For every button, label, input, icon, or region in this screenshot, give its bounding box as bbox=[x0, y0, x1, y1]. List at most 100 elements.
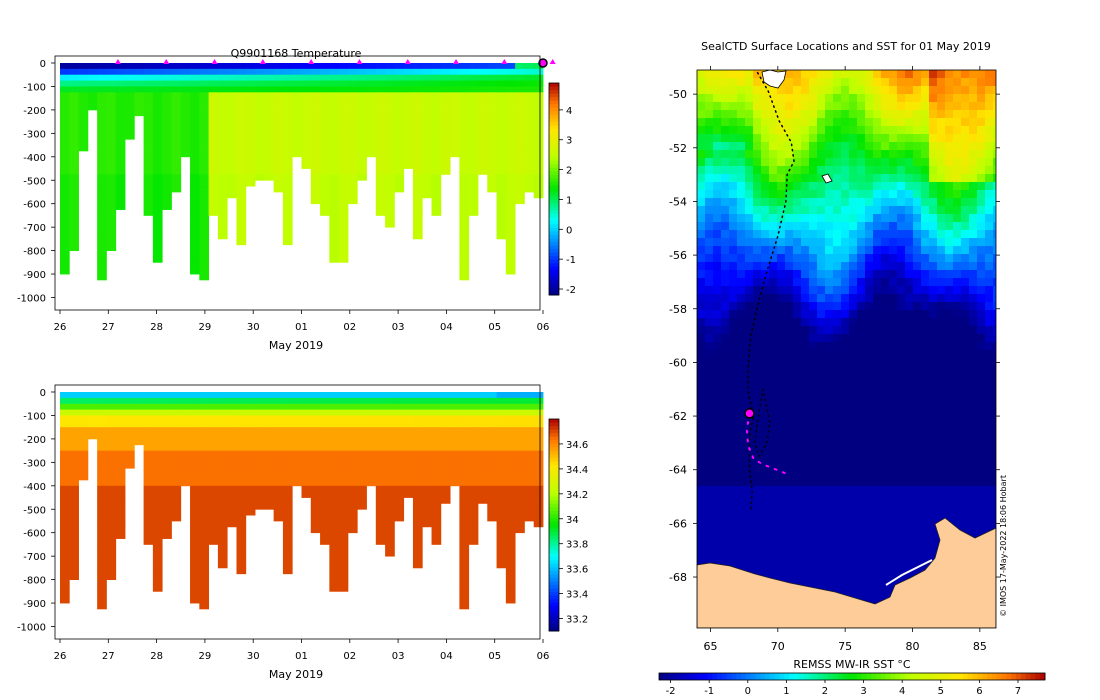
salinity-cell bbox=[162, 444, 172, 452]
sst-cell bbox=[985, 150, 994, 159]
temperature-cell bbox=[292, 92, 302, 99]
salinity-cell bbox=[505, 421, 516, 428]
sst-cell bbox=[697, 310, 706, 319]
sst-cell bbox=[713, 174, 722, 183]
sst-cell bbox=[761, 366, 770, 375]
sst-cell bbox=[825, 342, 834, 351]
temperature-cell bbox=[412, 68, 423, 76]
sst-cell bbox=[817, 462, 826, 471]
temperature-cell bbox=[217, 133, 228, 140]
colorbar-swatch bbox=[549, 192, 559, 197]
salinity-cell bbox=[60, 567, 70, 575]
salinity-cell bbox=[69, 427, 79, 434]
temperature-cell bbox=[69, 145, 79, 152]
sst-field bbox=[697, 70, 996, 628]
sst-cell bbox=[825, 94, 834, 103]
sst-cell bbox=[969, 182, 978, 191]
salinity-cell bbox=[190, 544, 200, 551]
salinity-cell bbox=[171, 421, 182, 428]
sst-cell bbox=[977, 518, 986, 527]
salinity-cell bbox=[69, 438, 79, 446]
sst-cell bbox=[713, 414, 722, 423]
temperature-cell bbox=[477, 86, 488, 93]
temperature-cell bbox=[69, 92, 79, 99]
temperature-cell bbox=[385, 209, 395, 216]
sst-cell bbox=[833, 366, 842, 375]
salinity-cell bbox=[217, 462, 228, 469]
temperature-cell bbox=[533, 191, 544, 199]
sst-cell bbox=[753, 414, 762, 423]
sst-cell bbox=[977, 462, 986, 471]
temperature-cell bbox=[199, 145, 210, 152]
temperature-cell bbox=[505, 174, 516, 181]
sst-cell bbox=[873, 494, 882, 503]
sst-cell bbox=[929, 86, 938, 95]
temperature-cell bbox=[125, 63, 135, 70]
sst-cell bbox=[985, 518, 994, 527]
sst-cell bbox=[985, 142, 994, 151]
sst-cell bbox=[865, 214, 874, 223]
sst-cell bbox=[849, 198, 858, 207]
temperature-cell bbox=[69, 109, 79, 117]
temperature-cell bbox=[403, 145, 414, 152]
colorbar-tick-label: 1 bbox=[566, 195, 572, 206]
salinity-cell bbox=[78, 421, 89, 428]
sst-cell bbox=[769, 126, 778, 135]
sst-cell bbox=[849, 526, 858, 535]
temperature-cell bbox=[505, 150, 516, 158]
salinity-cell bbox=[190, 491, 200, 498]
sst-cell bbox=[769, 526, 778, 535]
temperature-cell bbox=[338, 156, 349, 164]
salinity-cell bbox=[394, 485, 405, 493]
temperature-cell bbox=[264, 168, 275, 175]
sst-cell bbox=[937, 446, 946, 455]
sst-cell bbox=[897, 334, 906, 343]
sst-cell bbox=[881, 334, 890, 343]
salinity-cell bbox=[301, 468, 312, 475]
temperature-cell bbox=[106, 168, 117, 175]
temperature-cell bbox=[422, 104, 432, 111]
temperature-cell bbox=[347, 68, 358, 76]
temperature-cell bbox=[199, 139, 210, 146]
sst-cell bbox=[817, 78, 826, 87]
temperature-cell bbox=[459, 215, 470, 222]
sst-cell bbox=[769, 502, 778, 511]
temperature-cell bbox=[245, 98, 256, 105]
sst-cell bbox=[745, 78, 754, 87]
sst-cell bbox=[977, 150, 986, 159]
sst-cell bbox=[825, 278, 834, 287]
sst-cell bbox=[945, 414, 954, 423]
salinity-cell bbox=[115, 468, 126, 475]
sst-cell bbox=[801, 294, 810, 303]
sst-cell bbox=[945, 374, 954, 383]
temperature-cell bbox=[310, 197, 321, 205]
sst-cell bbox=[777, 158, 786, 167]
salinity-cell bbox=[236, 409, 247, 416]
temperature-cell bbox=[496, 186, 507, 193]
sst-cell bbox=[849, 366, 858, 375]
salinity-cell bbox=[329, 567, 340, 575]
temperature-cell bbox=[403, 63, 414, 70]
sst-cell bbox=[833, 118, 842, 127]
salinity-cell bbox=[106, 392, 117, 399]
sst-cell bbox=[953, 150, 962, 159]
sst-cell bbox=[921, 470, 930, 479]
temperature-cell bbox=[106, 203, 117, 210]
temperature-cell bbox=[190, 145, 200, 152]
sst-cell bbox=[937, 438, 946, 447]
sst-cell bbox=[833, 182, 842, 191]
salinity-cell bbox=[320, 450, 330, 457]
salinity-cell bbox=[60, 562, 70, 569]
salinity-cell bbox=[292, 444, 302, 452]
temperature-cell bbox=[143, 74, 154, 81]
salinity-cell bbox=[524, 427, 535, 434]
temperature-cell bbox=[171, 68, 182, 76]
sst-cell bbox=[897, 366, 906, 375]
salinity-cell bbox=[496, 485, 507, 493]
temperature-cell bbox=[515, 139, 525, 146]
colorbar-swatch bbox=[549, 546, 559, 551]
salinity-cell bbox=[468, 456, 479, 463]
salinity-cell bbox=[97, 532, 107, 539]
sst-cell bbox=[825, 494, 834, 503]
sst-cell bbox=[937, 102, 946, 111]
